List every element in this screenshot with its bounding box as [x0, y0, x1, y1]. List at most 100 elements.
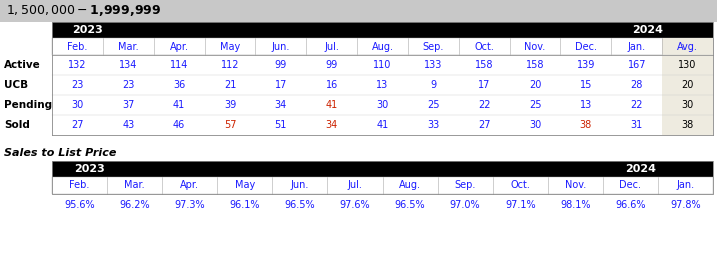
- Text: 31: 31: [631, 120, 643, 130]
- Text: 17: 17: [478, 80, 490, 90]
- Text: 20: 20: [529, 80, 541, 90]
- Text: 38: 38: [681, 120, 694, 130]
- Text: 28: 28: [630, 80, 643, 90]
- Text: 97.8%: 97.8%: [670, 200, 701, 210]
- Text: 2023: 2023: [72, 25, 103, 35]
- Text: 2024: 2024: [632, 25, 663, 35]
- Text: 46: 46: [173, 120, 185, 130]
- Text: Jun.: Jun.: [272, 42, 290, 51]
- Text: Jan.: Jan.: [676, 181, 695, 191]
- Text: 30: 30: [71, 100, 84, 110]
- Text: 33: 33: [427, 120, 440, 130]
- Text: 22: 22: [478, 100, 490, 110]
- Text: 158: 158: [526, 60, 544, 70]
- Text: 112: 112: [221, 60, 239, 70]
- Text: UCB: UCB: [4, 80, 28, 90]
- Bar: [663, 115, 713, 135]
- Text: Jul.: Jul.: [348, 181, 362, 191]
- Text: Feb.: Feb.: [70, 181, 90, 191]
- Text: 139: 139: [576, 60, 595, 70]
- Text: 97.0%: 97.0%: [450, 200, 480, 210]
- Text: 97.1%: 97.1%: [505, 200, 536, 210]
- Text: 27: 27: [71, 120, 84, 130]
- Text: 96.5%: 96.5%: [395, 200, 425, 210]
- Text: 39: 39: [224, 100, 236, 110]
- Text: 99: 99: [326, 60, 338, 70]
- Text: 22: 22: [630, 100, 643, 110]
- Text: Sep.: Sep.: [455, 181, 476, 191]
- Text: May: May: [220, 42, 240, 51]
- Text: Mar.: Mar.: [124, 181, 145, 191]
- Bar: [52, 22, 713, 38]
- Text: 27: 27: [478, 120, 490, 130]
- Text: 16: 16: [326, 80, 338, 90]
- Text: 96.6%: 96.6%: [615, 200, 645, 210]
- Text: 2023: 2023: [74, 164, 105, 174]
- Text: 97.3%: 97.3%: [174, 200, 205, 210]
- Text: 133: 133: [424, 60, 442, 70]
- Bar: [52, 38, 713, 55]
- Text: 37: 37: [122, 100, 135, 110]
- Text: Jan.: Jan.: [627, 42, 646, 51]
- Bar: [52, 177, 713, 194]
- Text: Aug.: Aug.: [399, 181, 421, 191]
- Text: Apr.: Apr.: [180, 181, 199, 191]
- Text: 38: 38: [580, 120, 592, 130]
- Text: 95.6%: 95.6%: [65, 200, 95, 210]
- Text: 41: 41: [326, 100, 338, 110]
- Text: Nov.: Nov.: [524, 42, 546, 51]
- Text: 20: 20: [681, 80, 694, 90]
- Text: 43: 43: [122, 120, 134, 130]
- Text: 97.6%: 97.6%: [340, 200, 370, 210]
- Text: 99: 99: [275, 60, 287, 70]
- Text: Apr.: Apr.: [170, 42, 189, 51]
- Text: 17: 17: [275, 80, 287, 90]
- Text: 30: 30: [529, 120, 541, 130]
- Text: 96.2%: 96.2%: [119, 200, 150, 210]
- Text: 30: 30: [681, 100, 694, 110]
- Bar: [663, 75, 713, 95]
- Text: 23: 23: [71, 80, 84, 90]
- Bar: [663, 55, 713, 75]
- Text: 57: 57: [224, 120, 236, 130]
- Bar: [52, 161, 713, 177]
- Text: 9: 9: [430, 80, 437, 90]
- Text: 158: 158: [475, 60, 493, 70]
- Text: Oct.: Oct.: [511, 181, 530, 191]
- Text: 34: 34: [275, 100, 287, 110]
- Text: 25: 25: [529, 100, 541, 110]
- Text: Dec.: Dec.: [575, 42, 597, 51]
- Text: 134: 134: [119, 60, 138, 70]
- Text: 34: 34: [326, 120, 338, 130]
- Text: 41: 41: [376, 120, 389, 130]
- Bar: [663, 38, 713, 55]
- Text: 130: 130: [678, 60, 697, 70]
- Text: 41: 41: [173, 100, 185, 110]
- Text: Mar.: Mar.: [118, 42, 138, 51]
- Text: 132: 132: [68, 60, 87, 70]
- Text: Aug.: Aug.: [371, 42, 394, 51]
- Text: Pending: Pending: [4, 100, 52, 110]
- Text: 96.5%: 96.5%: [285, 200, 315, 210]
- Text: Sales to List Price: Sales to List Price: [4, 148, 116, 158]
- Text: 167: 167: [627, 60, 646, 70]
- Text: 110: 110: [374, 60, 391, 70]
- Text: Jul.: Jul.: [324, 42, 339, 51]
- Text: Oct.: Oct.: [474, 42, 494, 51]
- Text: 96.1%: 96.1%: [229, 200, 260, 210]
- Bar: [663, 95, 713, 115]
- Text: Avg.: Avg.: [677, 42, 698, 51]
- Bar: [0, 0, 717, 22]
- Text: May: May: [234, 181, 255, 191]
- Text: 25: 25: [427, 100, 440, 110]
- Text: Sold: Sold: [4, 120, 30, 130]
- Text: Feb.: Feb.: [67, 42, 87, 51]
- Text: 98.1%: 98.1%: [560, 200, 591, 210]
- Text: Jun.: Jun.: [290, 181, 309, 191]
- Text: Nov.: Nov.: [565, 181, 586, 191]
- Text: Dec.: Dec.: [619, 181, 642, 191]
- Text: 2024: 2024: [625, 164, 656, 174]
- Text: 23: 23: [122, 80, 135, 90]
- Text: 13: 13: [580, 100, 592, 110]
- Text: 21: 21: [224, 80, 236, 90]
